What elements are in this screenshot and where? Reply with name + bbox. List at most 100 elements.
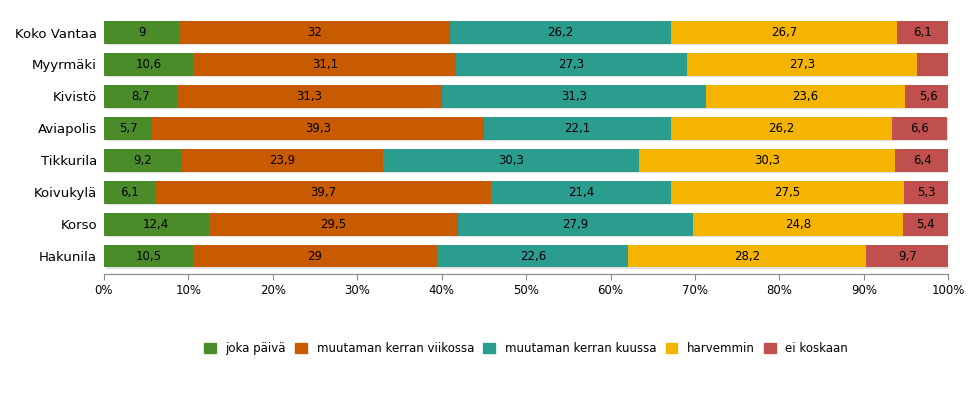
Bar — [709, 86, 907, 109]
Bar — [895, 118, 950, 141]
Text: 10,6: 10,6 — [135, 58, 162, 71]
Bar — [674, 22, 900, 45]
Bar — [107, 150, 184, 173]
Bar — [456, 53, 687, 76]
Text: 21,4: 21,4 — [567, 186, 594, 199]
Bar — [459, 54, 689, 77]
Bar — [917, 53, 950, 76]
Bar — [906, 214, 951, 237]
Legend: joka päivä, muutaman kerran viikossa, muutaman kerran kuussa, harvemmin, ei kosk: joka päivä, muutaman kerran viikossa, mu… — [198, 336, 854, 361]
Text: 39,3: 39,3 — [305, 122, 331, 135]
Bar — [687, 53, 917, 76]
Bar — [458, 213, 693, 236]
Bar — [104, 117, 152, 140]
Text: 6,1: 6,1 — [913, 26, 932, 39]
Text: 30,3: 30,3 — [755, 154, 780, 167]
Bar — [440, 246, 631, 269]
Bar — [107, 54, 196, 77]
Bar — [907, 86, 956, 109]
Text: 6,6: 6,6 — [910, 122, 929, 135]
Bar — [689, 54, 919, 77]
Bar — [211, 214, 461, 237]
Text: 30,3: 30,3 — [499, 154, 524, 167]
Bar — [450, 21, 671, 44]
Text: 26,2: 26,2 — [548, 26, 574, 39]
Bar — [866, 245, 949, 267]
Bar — [104, 85, 177, 108]
Text: 9,7: 9,7 — [898, 249, 916, 263]
Bar — [193, 53, 456, 76]
Bar — [671, 21, 897, 44]
Bar — [104, 213, 209, 236]
Bar — [107, 182, 158, 205]
Bar — [674, 182, 906, 205]
Bar — [184, 150, 386, 173]
Bar — [209, 213, 458, 236]
Bar — [453, 22, 674, 45]
Bar — [444, 86, 709, 109]
Text: 5,6: 5,6 — [919, 90, 938, 103]
Text: 27,9: 27,9 — [563, 218, 589, 231]
Bar — [107, 118, 155, 141]
Bar — [104, 53, 193, 76]
Text: 26,7: 26,7 — [771, 26, 797, 39]
Bar — [152, 117, 484, 140]
Bar — [195, 246, 440, 269]
Bar — [193, 245, 437, 267]
Bar — [442, 85, 706, 108]
Bar — [383, 149, 639, 172]
Bar — [900, 22, 951, 45]
Text: 5,3: 5,3 — [916, 186, 935, 199]
Bar — [107, 86, 180, 109]
Bar — [904, 181, 949, 204]
Bar — [461, 214, 696, 237]
Bar — [493, 182, 674, 205]
Text: 31,3: 31,3 — [561, 90, 587, 103]
Bar — [437, 245, 628, 267]
Text: 31,3: 31,3 — [297, 90, 322, 103]
Text: 9,2: 9,2 — [133, 154, 152, 167]
Bar — [897, 21, 949, 44]
Text: 31,1: 31,1 — [312, 58, 338, 71]
Bar — [696, 214, 906, 237]
Bar — [180, 86, 444, 109]
Bar — [182, 22, 453, 45]
Text: 22,6: 22,6 — [519, 249, 546, 263]
Text: 5,4: 5,4 — [916, 218, 935, 231]
Text: 10,5: 10,5 — [135, 249, 162, 263]
Text: 27,3: 27,3 — [559, 58, 584, 71]
Text: 23,9: 23,9 — [270, 154, 296, 167]
Bar — [869, 246, 951, 269]
Bar — [906, 85, 953, 108]
Bar — [892, 117, 948, 140]
Bar — [180, 21, 450, 44]
Bar — [491, 181, 671, 204]
Bar — [631, 246, 869, 269]
Bar — [156, 181, 491, 204]
Text: 27,5: 27,5 — [774, 186, 801, 199]
Bar — [673, 118, 895, 141]
Text: 12,4: 12,4 — [143, 218, 170, 231]
Bar — [642, 150, 898, 173]
Bar — [107, 246, 195, 269]
Bar — [484, 117, 670, 140]
Bar — [898, 150, 952, 173]
Bar — [639, 149, 895, 172]
Bar — [706, 85, 906, 108]
Bar — [386, 150, 642, 173]
Bar — [158, 182, 493, 205]
Text: 26,2: 26,2 — [768, 122, 794, 135]
Text: 6,4: 6,4 — [912, 154, 932, 167]
Bar — [670, 117, 892, 140]
Bar — [104, 21, 180, 44]
Text: 8,7: 8,7 — [131, 90, 150, 103]
Text: 39,7: 39,7 — [310, 186, 336, 199]
Bar — [181, 149, 383, 172]
Text: 28,2: 28,2 — [734, 249, 760, 263]
Text: 29: 29 — [308, 249, 322, 263]
Text: 32: 32 — [308, 26, 322, 39]
Text: 5,7: 5,7 — [119, 122, 137, 135]
Text: 24,8: 24,8 — [785, 218, 811, 231]
Bar — [177, 85, 442, 108]
Bar — [903, 213, 949, 236]
